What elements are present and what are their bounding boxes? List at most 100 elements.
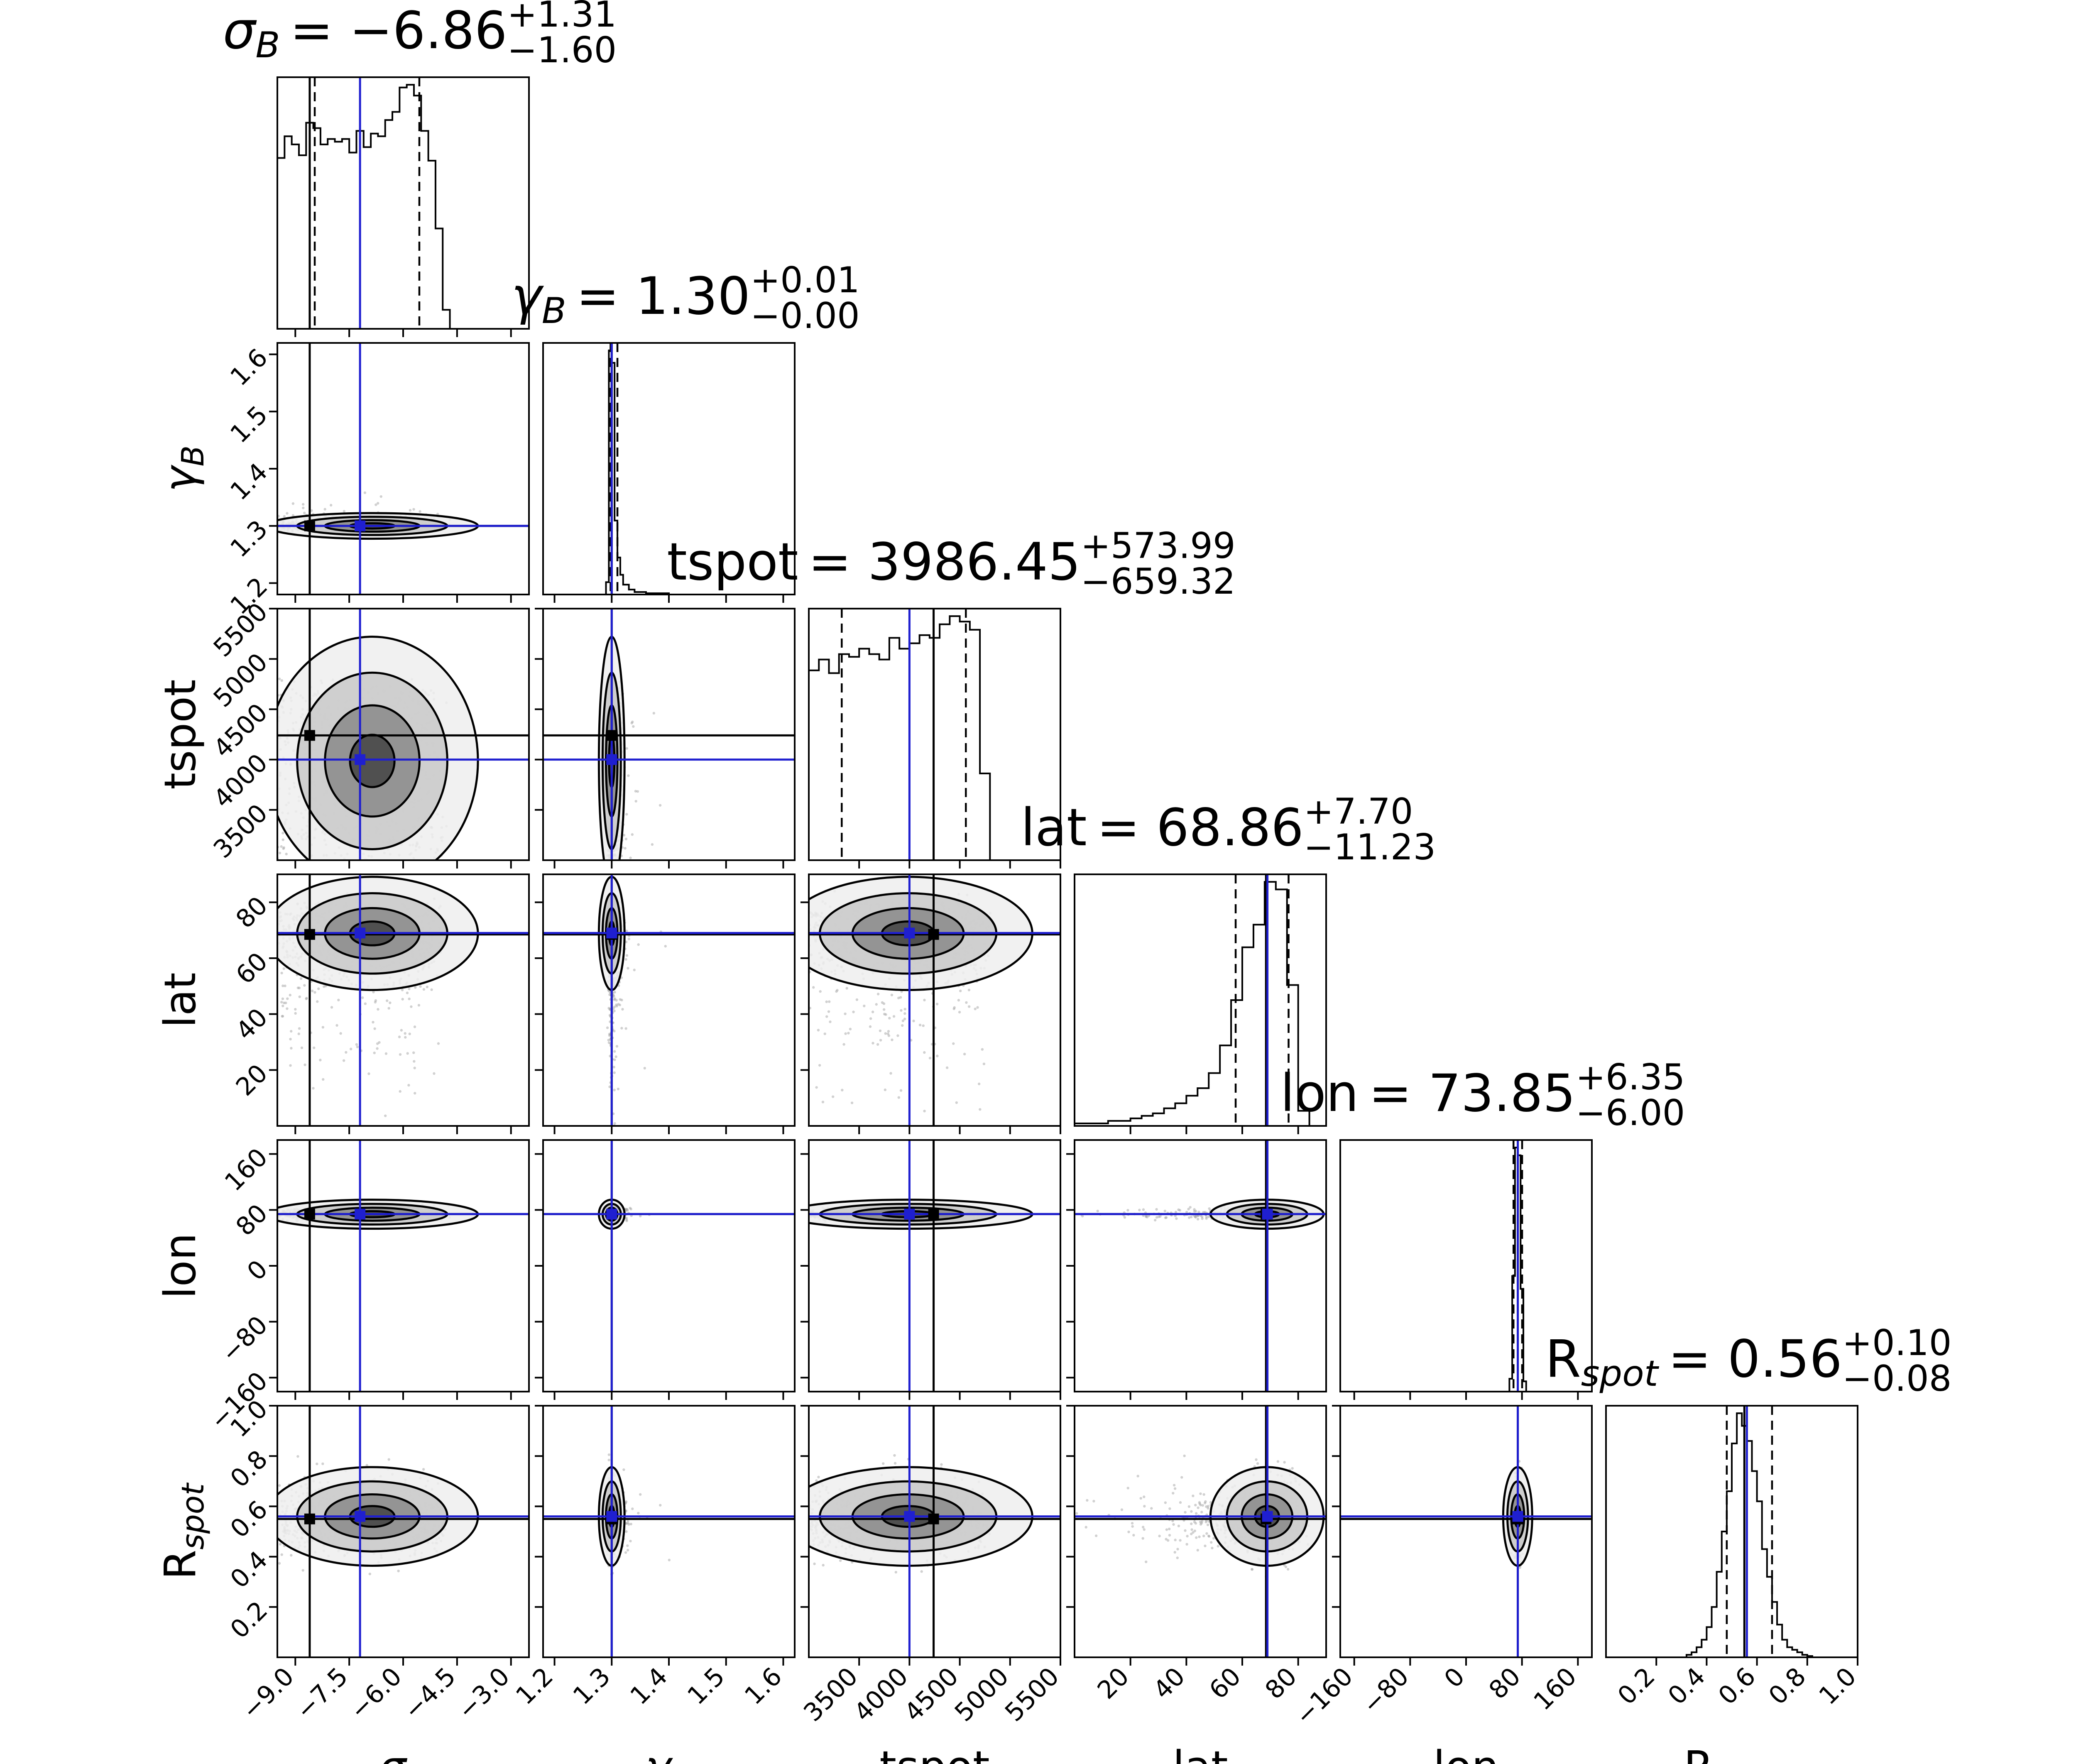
sample-point (316, 1000, 319, 1003)
sample-point (903, 1012, 906, 1015)
sample-point (280, 1001, 283, 1004)
sample-point (289, 1037, 292, 1041)
sample-point (401, 988, 404, 991)
panel-lat-gamma_B (535, 873, 796, 1134)
sample-point (281, 997, 284, 1001)
sample-point (290, 1030, 293, 1033)
sample-point (627, 937, 631, 940)
sample-point (356, 1045, 359, 1048)
sample-point (886, 1032, 889, 1035)
sample-point (313, 991, 316, 994)
sample-point (613, 997, 617, 1000)
sample-point (302, 506, 305, 509)
sample-point (349, 1047, 353, 1050)
truth-marker (355, 520, 366, 531)
sample-point (871, 1010, 874, 1013)
panel-lat-tspot (801, 873, 1061, 1134)
sample-point (311, 989, 314, 993)
sample-point (831, 1095, 835, 1098)
sample-point (303, 984, 306, 987)
sample-point (918, 1023, 922, 1027)
sample-point (345, 1051, 348, 1054)
sample-point (901, 1019, 905, 1023)
sample-point (282, 832, 284, 834)
panels-layer: 1.21.31.41.51.63500400045005000550020406… (204, 76, 1862, 1731)
sample-point (883, 1013, 886, 1015)
sample-point (342, 1059, 345, 1062)
sample-point (614, 1055, 617, 1058)
sample-point (373, 1027, 376, 1030)
sample-point (373, 1051, 376, 1054)
sample-point (367, 1072, 370, 1075)
sample-point (407, 1084, 410, 1087)
sample-point (613, 1009, 616, 1013)
sample-point (958, 1010, 961, 1014)
sample-point (844, 1012, 847, 1015)
sample-point (963, 1052, 966, 1056)
sample-point (419, 510, 421, 513)
sample-point (632, 725, 635, 728)
panel-tspot-tspot (808, 608, 1061, 869)
sample-point (282, 1004, 284, 1008)
sample-point (282, 984, 284, 987)
sample-point (825, 1015, 828, 1018)
sample-point (412, 1051, 415, 1054)
truth-marker (904, 927, 915, 939)
sample-point (282, 847, 285, 850)
sample-point (928, 1057, 932, 1059)
sample-point (281, 1015, 284, 1018)
sample-point (613, 1050, 616, 1053)
sample-point (612, 995, 615, 998)
sample-point (967, 1005, 971, 1008)
sample-point (312, 1087, 315, 1090)
sample-point (981, 1048, 984, 1051)
sample-point (615, 999, 618, 1002)
sample-point (613, 1071, 616, 1074)
sample-point (852, 1010, 855, 1013)
y-tick-label: 4500 (208, 698, 273, 763)
panel-gamma_B-gamma_B (542, 342, 796, 603)
sample-point (296, 986, 300, 989)
panel-frame (808, 608, 1061, 861)
sample-point (404, 1036, 407, 1039)
sample-point (869, 1025, 872, 1028)
truth-marker (606, 754, 617, 765)
panel-frame (277, 342, 530, 595)
sample-point (364, 1002, 367, 1005)
sample-point (897, 1096, 901, 1099)
sample-point (305, 997, 308, 1001)
sample-point (892, 1015, 896, 1018)
y-tick-label: 1.3 (225, 515, 273, 563)
sample-point (979, 1108, 982, 1111)
sample-point (818, 1064, 821, 1067)
sample-point (323, 508, 326, 511)
sample-point (414, 1092, 416, 1095)
sample-point (952, 1042, 955, 1045)
sample-point (620, 1027, 623, 1030)
sample-point (322, 985, 326, 988)
sample-point (608, 1085, 611, 1089)
sample-point (412, 508, 415, 511)
sample-point (607, 1007, 610, 1010)
sample-point (286, 997, 289, 1000)
sample-point (613, 1058, 616, 1061)
sample-point (330, 504, 333, 507)
sample-point (651, 843, 654, 846)
sample-point (414, 986, 417, 989)
sample-point (976, 1006, 979, 1009)
sample-point (879, 1029, 882, 1032)
sample-point (823, 1032, 826, 1035)
sample-point (406, 991, 409, 994)
sample-point (622, 834, 626, 837)
sample-point (619, 998, 622, 1001)
sample-point (419, 985, 422, 988)
sample-point (284, 984, 286, 987)
sample-point (301, 503, 305, 506)
sample-point (317, 987, 320, 990)
sample-point (294, 1008, 297, 1011)
sample-point (828, 1000, 831, 1003)
sample-point (298, 995, 301, 998)
sample-point (884, 1013, 887, 1016)
sample-point (664, 944, 667, 948)
